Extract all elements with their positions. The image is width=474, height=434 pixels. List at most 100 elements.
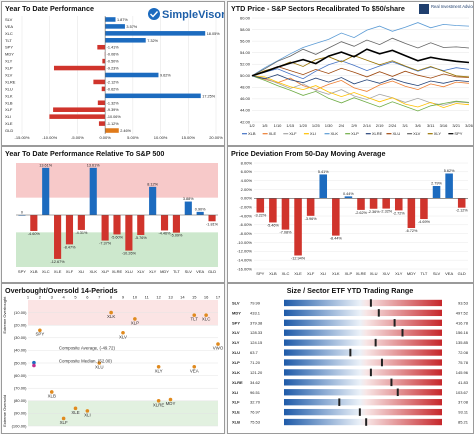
current-price-marker bbox=[390, 378, 393, 387]
bar-spy bbox=[18, 215, 26, 216]
category-label: MDY bbox=[160, 269, 169, 274]
range-low: 32.70 bbox=[250, 400, 261, 405]
bar-tlt bbox=[172, 215, 180, 233]
value-label: -8.44% bbox=[330, 237, 343, 241]
logo-text: SimpleVisor bbox=[162, 9, 224, 21]
ticker-label: XLV bbox=[232, 330, 240, 335]
category-label: XLK bbox=[5, 93, 13, 98]
range-low: 96.51 bbox=[250, 390, 261, 395]
category-label: GLD bbox=[208, 269, 216, 274]
legend-label: XLE bbox=[269, 131, 277, 136]
range-bar-spy bbox=[284, 319, 442, 326]
category-label: XLY bbox=[5, 59, 13, 64]
y-tick-label: 52.00 bbox=[240, 62, 251, 67]
x-tick-label: 13 bbox=[168, 295, 173, 300]
y-tick-label: (100.00) bbox=[12, 423, 28, 428]
bar-xlre bbox=[113, 215, 121, 235]
point-label: XLI bbox=[84, 412, 91, 417]
value-label: 7.32% bbox=[147, 39, 158, 43]
value-label: 2.46% bbox=[120, 129, 131, 133]
value-label: 0 bbox=[21, 211, 23, 215]
point-xlf bbox=[61, 416, 66, 421]
bar-tlt bbox=[420, 198, 428, 220]
y-tick-label: 56.00 bbox=[240, 38, 251, 43]
category-label: XLRE bbox=[5, 79, 16, 84]
value-label: 9.62% bbox=[160, 74, 171, 78]
category-label: XLB bbox=[30, 269, 38, 274]
ytd-performance-chart: Year To Date Performance -15.00% -10.00% -5… bbox=[5, 4, 224, 140]
range-bar-xlf bbox=[284, 399, 442, 406]
point-label: TLT bbox=[191, 317, 199, 322]
point-xle bbox=[73, 406, 78, 411]
y-tick-label: (30.00) bbox=[14, 335, 27, 340]
trading-range-chart: Size / Sector ETF YTD Trading Range SLV 79… bbox=[232, 286, 469, 426]
value-label: 17.25% bbox=[202, 94, 216, 98]
series-line-xlre bbox=[251, 74, 470, 87]
y-tick-label: -2.00% bbox=[239, 204, 252, 209]
value-label: -2.32% bbox=[380, 210, 393, 214]
value-label: 5.41% bbox=[318, 170, 329, 174]
y-tick-label: 2.00% bbox=[241, 187, 253, 192]
y-tick-label: -4.00% bbox=[239, 213, 252, 218]
ticker-label: XLB bbox=[232, 420, 240, 425]
range-low: 379.38 bbox=[250, 320, 263, 325]
value-label: -2.36% bbox=[368, 210, 381, 214]
category-label: XLP bbox=[345, 271, 353, 276]
range-high: 75.78 bbox=[458, 360, 469, 365]
y-tick-label: (90.00) bbox=[14, 411, 27, 416]
oversold-zone bbox=[16, 232, 218, 267]
y-tick-label: 58.00 bbox=[240, 27, 251, 32]
value-label: -1.41% bbox=[107, 46, 120, 50]
value-label: -4.46% bbox=[159, 231, 172, 235]
legend-label: XLB bbox=[248, 131, 256, 136]
ticker-label: SLV bbox=[232, 300, 240, 305]
category-label: SPY bbox=[18, 269, 26, 274]
y-tick-label: -6.00% bbox=[239, 222, 252, 227]
bar-mdy bbox=[160, 215, 169, 231]
value-label: -7.08% bbox=[279, 231, 292, 235]
price-deviation-panel: Price Deviation From 50-Day Moving Avera… bbox=[227, 146, 474, 283]
legend-label: SPY bbox=[454, 131, 462, 136]
range-high: 93.53 bbox=[458, 300, 469, 305]
value-label: -2.72% bbox=[393, 211, 406, 215]
category-label: XLC bbox=[42, 269, 50, 274]
point-spy bbox=[38, 328, 42, 333]
check-icon bbox=[150, 11, 159, 18]
x-tick-label: 1/5 bbox=[262, 123, 268, 128]
category-label: XLB bbox=[269, 271, 277, 276]
legend-label: XLY bbox=[434, 131, 442, 136]
series-line-xlu bbox=[251, 66, 470, 79]
bar-xlp bbox=[53, 65, 106, 71]
point-label: SPY bbox=[35, 332, 44, 337]
y-tick-label: 44.00 bbox=[240, 108, 251, 113]
y-tick-label: 60.00 bbox=[240, 15, 251, 20]
category-label: TLT bbox=[5, 38, 12, 43]
current-price-marker bbox=[369, 368, 372, 377]
range-bar-xlv bbox=[284, 329, 442, 336]
x-tick-label: 6 bbox=[86, 295, 89, 300]
category-label: XLC bbox=[282, 271, 290, 276]
bar-xli bbox=[319, 174, 328, 199]
y-tick-label: 42.00 bbox=[240, 119, 251, 124]
category-label: XLRE bbox=[356, 271, 367, 276]
x-tick-label: 2/14 bbox=[363, 123, 372, 128]
range-high: 416.78 bbox=[456, 320, 469, 325]
bar-xlre bbox=[93, 79, 106, 85]
point-label: XLU bbox=[95, 365, 104, 370]
x-tick-label: 2 bbox=[39, 295, 42, 300]
bar-xlu bbox=[369, 198, 378, 209]
bar-xlv bbox=[105, 72, 159, 78]
y-tick-label: (60.00) bbox=[14, 373, 27, 378]
category-label: XLE bbox=[54, 269, 62, 274]
value-label: 13.61% bbox=[39, 163, 53, 167]
category-label: XLU bbox=[125, 269, 133, 274]
series-line-xly bbox=[251, 55, 470, 78]
bar-xlk bbox=[89, 167, 97, 215]
y-tick-label: 48.00 bbox=[240, 85, 251, 90]
current-price-marker bbox=[396, 388, 399, 397]
bar-xli bbox=[77, 215, 85, 230]
bar-xle bbox=[98, 121, 106, 126]
bar-xli bbox=[49, 114, 106, 119]
x-tick-label: 1 bbox=[27, 295, 30, 300]
